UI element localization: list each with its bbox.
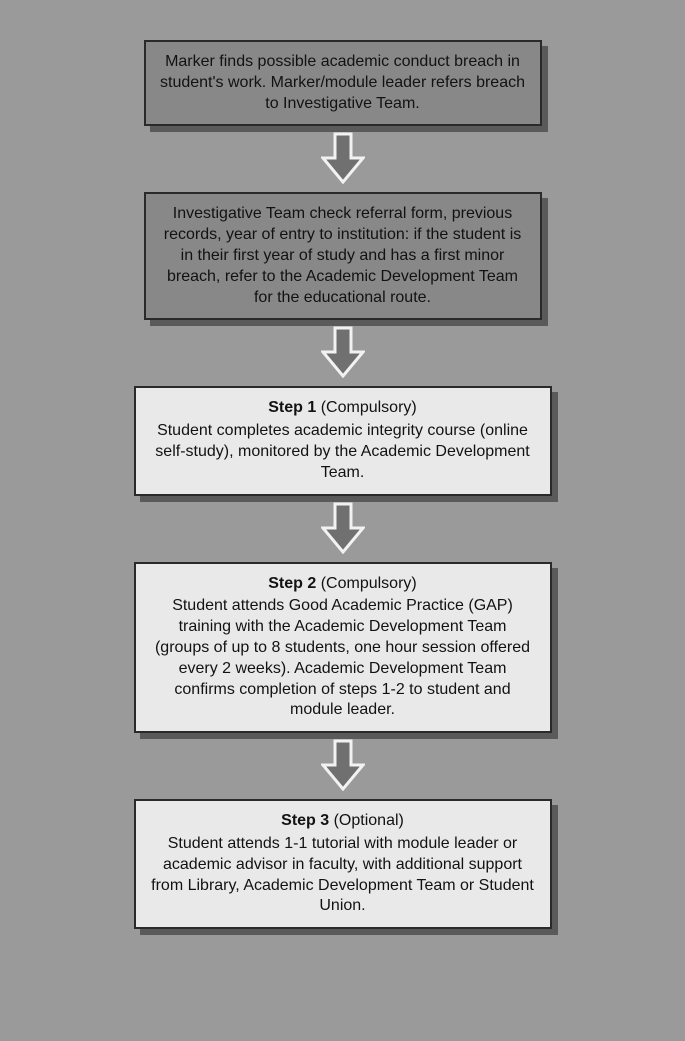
- arrow-down-icon: [134, 502, 552, 554]
- flow-node: Step 3 (Optional) Student attends 1-1 tut…: [134, 799, 552, 929]
- flowchart: Marker finds possible academic conduct b…: [134, 40, 552, 929]
- step-title-bold: Step 3: [281, 812, 329, 829]
- step-title-bold: Step 2: [268, 575, 316, 592]
- flow-node-box: Step 2 (Compulsory)Student attends Good …: [134, 562, 552, 734]
- step-body: Marker finds possible academic conduct b…: [160, 53, 525, 112]
- step-body: Student attends 1-1 tutorial with module…: [151, 835, 534, 914]
- flow-node: Investigative Team check referral form, …: [144, 192, 542, 320]
- arrow-down-icon: [134, 739, 552, 791]
- step-body: Investigative Team check referral form, …: [164, 205, 522, 305]
- step-title-bold: Step 1: [268, 399, 316, 416]
- step-title: Step 1 (Compulsory): [150, 398, 536, 419]
- step-body: Student completes academic integrity cou…: [155, 422, 529, 481]
- step-title-regular: (Optional): [329, 812, 404, 829]
- flow-node-box: Step 1 (Compulsory) Student completes aca…: [134, 386, 552, 495]
- flow-node-box: Marker finds possible academic conduct b…: [144, 40, 542, 126]
- step-title-regular: (Compulsory): [316, 575, 416, 592]
- step-title: Step 3 (Optional): [150, 811, 536, 832]
- flow-node-box: Step 3 (Optional) Student attends 1-1 tut…: [134, 799, 552, 929]
- step-body: Student attends Good Academic Practice (…: [155, 597, 530, 718]
- arrow-down-icon: [134, 132, 552, 184]
- flow-node: Step 1 (Compulsory) Student completes aca…: [134, 386, 552, 495]
- flow-node: Marker finds possible academic conduct b…: [144, 40, 542, 126]
- step-title-regular: (Compulsory): [316, 399, 416, 416]
- step-title: Step 2 (Compulsory): [150, 574, 536, 595]
- flow-node-box: Investigative Team check referral form, …: [144, 192, 542, 320]
- flow-node: Step 2 (Compulsory)Student attends Good …: [134, 562, 552, 734]
- arrow-down-icon: [134, 326, 552, 378]
